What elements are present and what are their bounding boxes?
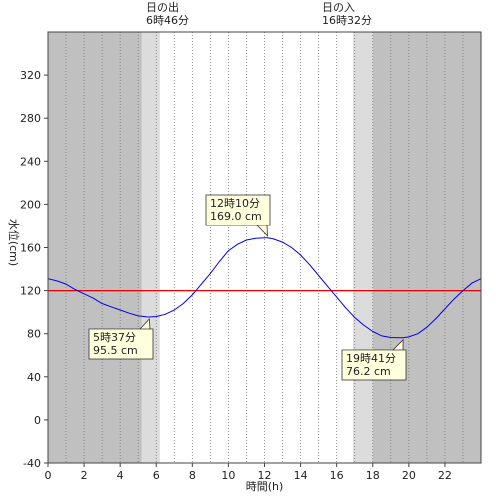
band-night-before [48, 32, 142, 463]
y-tick-label: 240 [20, 155, 41, 168]
x-axis-title: 時間(h) [246, 480, 284, 493]
y-tick-label: -40 [23, 457, 41, 470]
y-axis-title: 水位(cm) [7, 219, 21, 266]
sunset-label: 日の入 [322, 1, 355, 14]
x-tick-label: 22 [438, 469, 452, 482]
daylight-bands [48, 32, 481, 463]
band-twilight-morning [141, 32, 160, 463]
y-tick-label: 200 [20, 198, 41, 211]
x-tick-label: 0 [45, 469, 52, 482]
x-tick-label: 2 [81, 469, 88, 482]
callout-value: 76.2 cm [346, 365, 391, 378]
x-tick-label: 12 [258, 469, 272, 482]
x-tick-label: 18 [366, 469, 380, 482]
callout-seam [89, 329, 153, 332]
band-twilight-evening [352, 32, 373, 463]
callout-pointer [139, 318, 151, 330]
y-tick-label: 280 [20, 112, 41, 125]
y-tick-label: 0 [34, 414, 41, 427]
y-tick-label: 160 [20, 242, 41, 255]
x-tick-label: 6 [153, 469, 160, 482]
y-tick-label: 320 [20, 69, 41, 82]
sunrise-time: 6時46分 [146, 14, 189, 27]
y-tick-label: 40 [27, 371, 41, 384]
callout-time: 12時10分 [210, 197, 260, 210]
band-day [159, 32, 353, 463]
x-axis-ticks: 0 2 4 6 8 10 12 14 16 18 20 22 [45, 463, 452, 482]
y-axis-ticks: -40 0 40 80 120 160 200 240 280 320 [20, 69, 48, 470]
callout-pointer [392, 338, 404, 351]
sunset-time: 16時32分 [322, 14, 372, 27]
callout-box [341, 349, 407, 381]
callout-value: 95.5 cm [93, 344, 138, 357]
y-tick-label: 120 [20, 285, 41, 298]
band-night-after [372, 32, 481, 463]
x-tick-label: 16 [330, 469, 344, 482]
y-tick-label: 80 [27, 328, 41, 341]
x-tick-label: 20 [402, 469, 416, 482]
callout-time: 19時41分 [346, 352, 396, 365]
sunrise-label: 日の出 [146, 0, 179, 14]
x-tick-label: 14 [294, 469, 308, 482]
x-tick-label: 4 [117, 469, 124, 482]
x-tick-label: 10 [221, 469, 235, 482]
callout-value: 169.0 cm [210, 210, 262, 223]
tide-curve [47, 237, 482, 339]
callout-box [88, 328, 154, 360]
callout-seam [342, 350, 406, 353]
x-tick-label: 8 [189, 469, 196, 482]
callout-box [205, 194, 271, 226]
callout-time: 5時37分 [93, 331, 136, 344]
callout-seam [206, 223, 270, 225]
